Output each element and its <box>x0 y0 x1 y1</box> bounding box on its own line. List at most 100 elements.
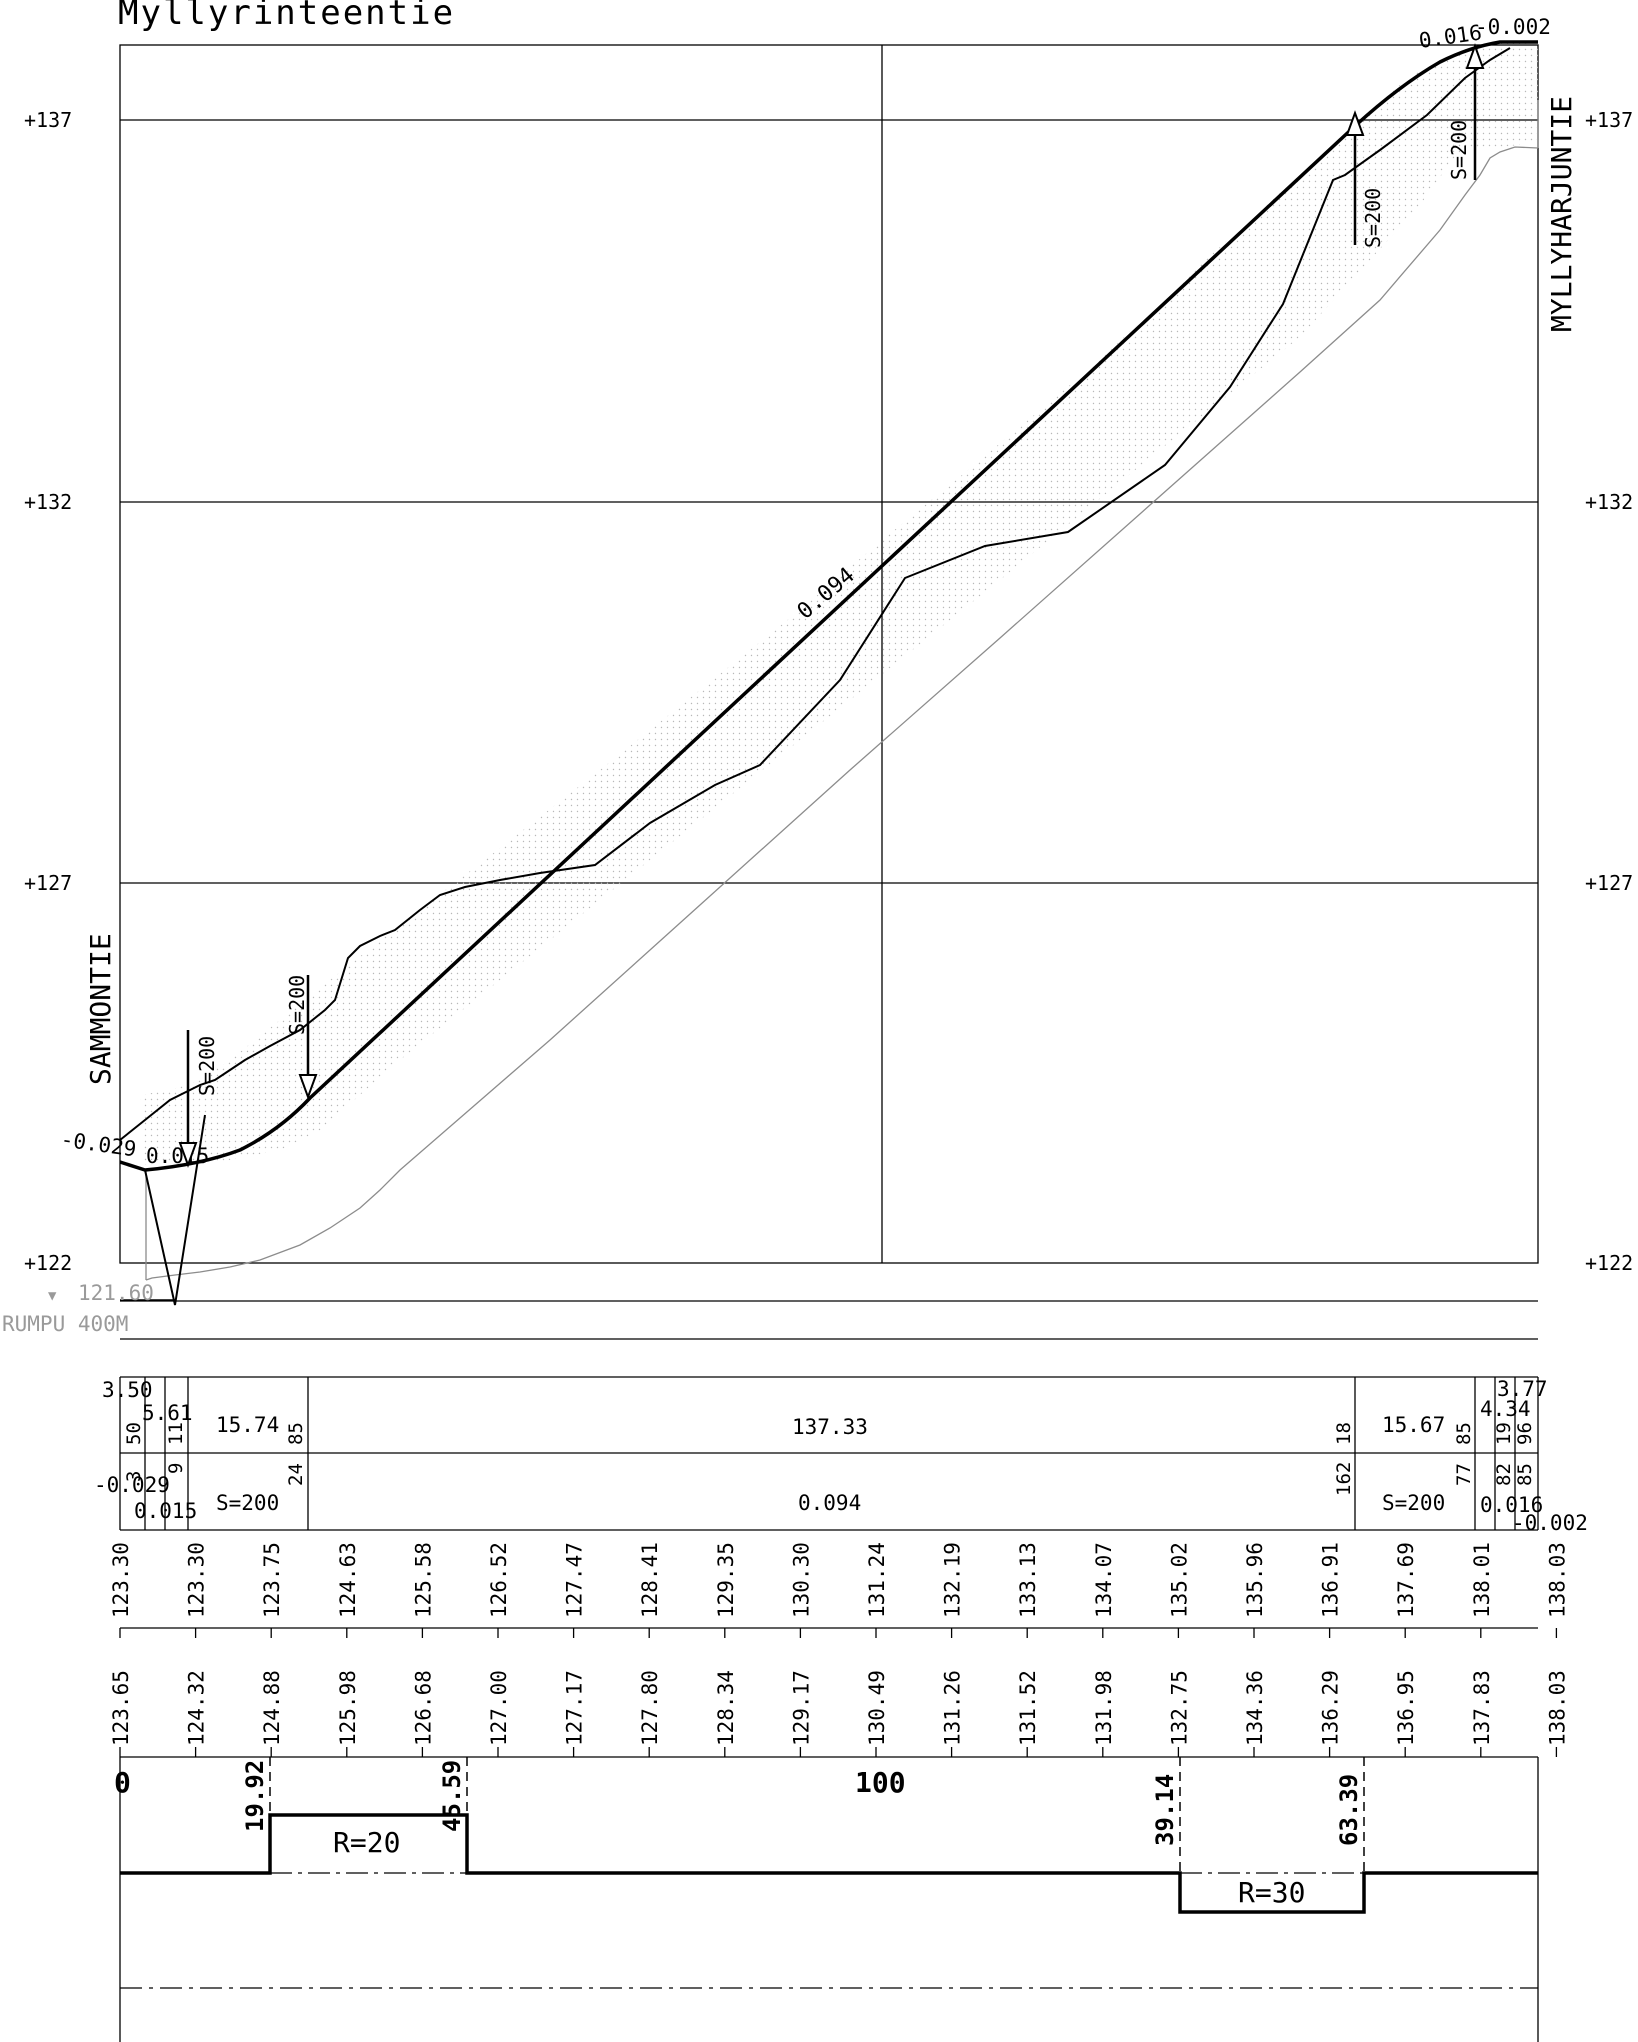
culvert-symbol <box>144 1114 206 1306</box>
design-level-7: 127.47 <box>563 1542 587 1618</box>
table-length-3: 15.74 <box>216 1413 279 1437</box>
ground-line <box>119 47 1511 1141</box>
cut-area-shading <box>140 42 1538 1165</box>
ground-level-17: 136.29 <box>1319 1670 1343 1746</box>
elevation-label-132-right: +132 <box>1585 490 1633 514</box>
table-length-4: 137.33 <box>792 1415 868 1439</box>
table-small-11: 162 <box>1333 1462 1355 1496</box>
vertical-curve-marker-3: S=200 <box>1345 110 1385 248</box>
table-small-7: 96 <box>1514 1422 1536 1445</box>
table-small-12: 77 <box>1453 1463 1475 1486</box>
elevation-axis-left: +137 +132 +127 +122 <box>24 108 72 1275</box>
start-grade-label-2: 0.015 <box>146 1144 209 1168</box>
elevation-label-122: +122 <box>24 1251 72 1275</box>
ground-level-8: 127.80 <box>638 1670 662 1746</box>
curve-1-radius: R=20 <box>333 1826 400 1859</box>
table-length-1: 3.50 <box>102 1378 153 1402</box>
elevation-label-137-right: +137 <box>1585 108 1633 132</box>
table-small-6: 19 <box>1493 1422 1515 1445</box>
vertical-curve-label-1: S=200 <box>195 1036 219 1096</box>
vertical-curve-marker-2: S=200 <box>285 975 318 1100</box>
plot-frame <box>119 44 1539 1378</box>
vertical-curve-marker-1: S=200 <box>178 1030 219 1168</box>
design-level-14: 134.07 <box>1092 1542 1116 1618</box>
design-level-3: 123.75 <box>260 1542 284 1618</box>
design-level-13: 133.13 <box>1016 1542 1040 1618</box>
curve-2-start-station: 39.14 <box>1151 1774 1179 1846</box>
end-road-name: MYLLYHARJUNTIE <box>1545 96 1578 332</box>
design-level-4: 124.63 <box>336 1542 360 1618</box>
level-ticks <box>119 1628 1558 1757</box>
table-length-7: 3.77 <box>1497 1377 1548 1401</box>
vertical-curve-label-3: S=200 <box>1361 188 1385 248</box>
elevation-label-132: +132 <box>24 490 72 514</box>
design-level-18: 137.69 <box>1394 1542 1418 1618</box>
end-grade-label-2: -0.002 <box>1475 15 1551 39</box>
curve-2-end-station: 63.39 <box>1335 1774 1363 1846</box>
design-level-11: 131.24 <box>865 1542 889 1618</box>
table-small-3: 85 <box>285 1422 307 1445</box>
ground-level-12: 131.26 <box>941 1670 965 1746</box>
elevation-label-122-right: +122 <box>1585 1251 1633 1275</box>
design-grade-line <box>119 40 1538 1172</box>
ground-level-15: 132.75 <box>1167 1670 1191 1746</box>
ground-level-3: 124.88 <box>260 1670 284 1746</box>
horizontal-alignment <box>119 1757 1539 2042</box>
ground-level-6: 127.00 <box>487 1670 511 1746</box>
profile-table-text: 3.50 5.61 15.74 137.33 15.67 4.34 3.77 5… <box>94 1377 1588 1535</box>
ground-level-18: 136.95 <box>1394 1670 1418 1746</box>
culvert-label: RUMPU 400M <box>2 1312 128 1336</box>
design-level-1: 123.30 <box>109 1542 133 1618</box>
ground-level-5: 126.68 <box>411 1670 435 1746</box>
curve-2-radius: R=30 <box>1238 1876 1305 1909</box>
station-label-start: 0 <box>114 1766 131 1799</box>
table-length-6: 4.34 <box>1480 1397 1531 1421</box>
vertical-curve-label-4: S=200 <box>1447 120 1471 180</box>
design-level-12: 132.19 <box>941 1542 965 1618</box>
design-level-16: 135.96 <box>1243 1542 1267 1618</box>
culvert-level-marker: ▼ <box>48 1288 57 1304</box>
table-curve-2: S=200 <box>1382 1491 1445 1515</box>
ground-level-19: 137.83 <box>1470 1670 1494 1746</box>
elevation-axis-right: +137 +132 +127 +122 <box>1585 108 1633 1275</box>
ground-level-16: 134.36 <box>1243 1670 1267 1746</box>
ground-level-9: 128.34 <box>714 1670 738 1746</box>
table-length-2: 5.61 <box>142 1401 193 1425</box>
ground-level-10: 129.17 <box>789 1670 813 1746</box>
design-level-15: 135.02 <box>1167 1542 1191 1618</box>
design-level-9: 129.35 <box>714 1542 738 1618</box>
design-level-20: 138.03 <box>1545 1542 1569 1618</box>
design-level-6: 126.52 <box>487 1542 511 1618</box>
design-level-17: 136.91 <box>1319 1542 1343 1618</box>
ground-level-7: 127.17 <box>563 1670 587 1746</box>
table-small-4: 18 <box>1333 1422 1355 1445</box>
ground-levels-row: 123.65 124.32 124.88 125.98 126.68 127.00 127.… <box>109 1670 1569 1746</box>
vertical-curve-label-2: S=200 <box>285 975 309 1035</box>
start-grade-label: -0.029 <box>59 1127 137 1161</box>
start-road-name: SAMMONTIE <box>84 933 117 1085</box>
table-grade-2: 0.015 <box>134 1499 197 1523</box>
table-grade-5: -0.002 <box>1512 1511 1588 1535</box>
ground-level-1: 123.65 <box>109 1670 133 1746</box>
ground-level-20: 138.03 <box>1545 1670 1569 1746</box>
table-small-2: 11 <box>165 1422 187 1445</box>
table-grade-3: 0.094 <box>798 1491 861 1515</box>
curve-1-start-station: 19.92 <box>241 1760 269 1832</box>
table-small-5: 85 <box>1453 1422 1475 1445</box>
ground-level-13: 131.52 <box>1016 1670 1040 1746</box>
elevation-label-137: +137 <box>24 108 72 132</box>
ground-level-4: 125.98 <box>336 1670 360 1746</box>
subgrade-line <box>145 146 1539 1281</box>
culvert-level: 121.60 <box>78 1281 154 1305</box>
table-small-1: 50 <box>123 1422 145 1445</box>
table-small-10: 24 <box>285 1463 307 1486</box>
elevation-label-127-right: +127 <box>1585 871 1633 895</box>
drawing-title: Myllyrinteentie <box>118 0 455 33</box>
elevation-label-127: +127 <box>24 871 72 895</box>
table-small-13: 82 <box>1493 1463 1515 1486</box>
design-levels-row: 123.30 123.30 123.75 124.63 125.58 126.52 127.… <box>109 1542 1569 1618</box>
table-small-8: 3 <box>123 1471 145 1482</box>
table-small-14: 85 <box>1514 1463 1536 1486</box>
design-level-8: 128.41 <box>638 1542 662 1618</box>
